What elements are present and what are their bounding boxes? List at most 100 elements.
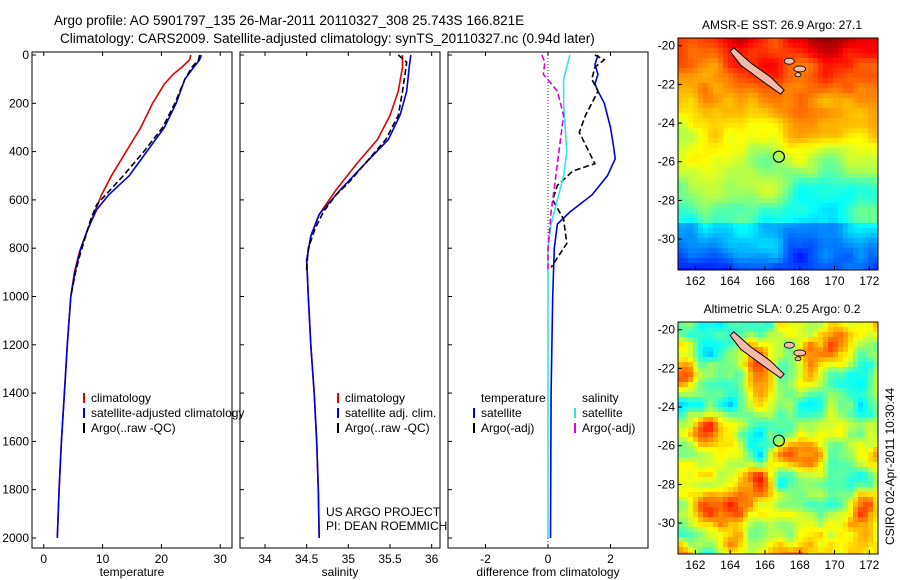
map-frame — [677, 37, 879, 271]
legend-diff-sal-argo-label: Argo(-adj) — [582, 421, 635, 435]
x-tick-label: 10 — [96, 552, 110, 566]
x-tick-label: 35.5 — [378, 552, 402, 566]
x-tick-label: 35 — [342, 552, 356, 566]
legend-temp-0-label: climatology — [91, 391, 151, 405]
annotation-project: US ARGO PROJECT — [326, 505, 441, 519]
legend-sal-1-label: satellite adj. clim. — [345, 406, 436, 420]
series-group — [56, 54, 203, 539]
map-frame — [677, 321, 879, 555]
y-tick-label: 800 — [9, 241, 29, 255]
x-tick-label: 34.5 — [295, 552, 319, 566]
map-x-tick-label: 162 — [685, 274, 705, 288]
x-tick-label: 36 — [425, 552, 439, 566]
x-axis-label: temperature — [100, 565, 165, 579]
side-label: CSIRO 02-Apr-2011 10:30:44 — [883, 387, 897, 545]
map-y-tick-label: -28 — [658, 477, 676, 491]
y-tick-label: 1000 — [2, 290, 29, 304]
map-title-0: AMSR-E SST: 26.9 Argo: 27.1 — [702, 18, 862, 32]
map-x-tick-label: 164 — [720, 558, 740, 572]
map-x-tick-label: 164 — [720, 274, 740, 288]
profile-panel-0: 0 10 20 30 temperature 0 200 400 600 800 1000 1200 1… — [2, 48, 233, 579]
map-field — [678, 322, 878, 554]
map-x-tick-label: 170 — [825, 558, 845, 572]
map-title-1: Altimetric SLA: 0.25 Argo: 0.2 — [704, 302, 861, 316]
small-island — [794, 356, 802, 362]
small-island — [793, 65, 807, 73]
x-tick-label: 30 — [214, 552, 228, 566]
map-x-tick-label: 162 — [685, 558, 705, 572]
map-y-tick-label: -24 — [658, 116, 676, 130]
map-y-tick-label: -26 — [658, 155, 676, 169]
x-tick-label: 0 — [545, 552, 552, 566]
map-x-tick-label: 172 — [859, 558, 879, 572]
series-line-0 — [549, 54, 617, 539]
map-x-tick-label: 170 — [825, 274, 845, 288]
y-tick-label: 1200 — [2, 338, 29, 352]
y-tick-label: 600 — [9, 193, 29, 207]
x-tick-label: 20 — [155, 552, 169, 566]
island-shape — [729, 330, 785, 379]
map-panel-1: Altimetric SLA: 0.25 Argo: 0.2 162 164 166 1… — [658, 302, 880, 572]
plot-frame — [239, 51, 441, 549]
series-group — [305, 54, 412, 539]
y-tick-label: 1600 — [2, 434, 29, 448]
x-axis-label: salinity — [322, 565, 359, 579]
legend-diff-temp-sat-label: satellite — [481, 406, 522, 420]
small-island — [783, 57, 795, 65]
series-line-3 — [541, 54, 565, 273]
legend-temp-2-label: Argo(..raw -QC) — [91, 421, 176, 435]
x-tick-label: 34 — [258, 552, 272, 566]
legend-diff-sal-sat-label: satellite — [582, 406, 623, 420]
y-tick-label: 2000 — [2, 531, 29, 545]
map-y-tick-label: -20 — [658, 39, 676, 53]
argo-position-marker — [772, 150, 785, 163]
legend-diff-temp-argo-label: Argo(-adj) — [481, 421, 534, 435]
annotation-pi: PI: DEAN ROEMMICH — [326, 519, 447, 533]
header-line1: Argo profile: AO 5901797_135 26-Mar-2011… — [54, 13, 524, 28]
legend-sal-0-label: climatology — [345, 391, 405, 405]
map-y-tick-label: -22 — [658, 77, 676, 91]
small-island — [793, 349, 807, 357]
small-island — [794, 72, 802, 78]
series-group — [541, 54, 617, 539]
x-tick-label: 0 — [40, 552, 47, 566]
series-line-1 — [550, 54, 606, 268]
y-tick-label: 400 — [9, 145, 29, 159]
y-tick-label: 200 — [9, 96, 29, 110]
x-tick-label: 2 — [607, 552, 614, 566]
island-shape — [729, 46, 785, 95]
map-y-tick-label: -26 — [658, 439, 676, 453]
profile-panel-1: 34 34.5 35 35.5 36 salinity — [239, 51, 441, 579]
map-x-tick-label: 166 — [755, 558, 775, 572]
map-panel-0: AMSR-E SST: 26.9 Argo: 27.1 162 164 166 168 1… — [658, 18, 880, 288]
series-line-2 — [70, 54, 201, 297]
series-line-2 — [305, 54, 408, 273]
small-island — [783, 341, 795, 349]
legend-diff-header-temp: temperature — [481, 391, 546, 405]
map-x-tick-label: 168 — [790, 274, 810, 288]
map-x-tick-label: 166 — [755, 274, 775, 288]
map-x-tick-label: 168 — [790, 558, 810, 572]
series-line-1 — [305, 54, 412, 539]
map-field — [678, 38, 878, 270]
x-tick-label: -2 — [480, 552, 491, 566]
map-y-tick-label: -28 — [658, 193, 676, 207]
y-tick-label: 0 — [22, 48, 29, 62]
y-tick-label: 1400 — [2, 386, 29, 400]
argo-position-marker — [772, 434, 785, 447]
map-y-tick-label: -30 — [658, 232, 676, 246]
plot-frame — [31, 51, 233, 549]
map-y-tick-label: -24 — [658, 400, 676, 414]
x-axis-label: difference from climatology — [476, 565, 619, 579]
legend-temp-1-label: satellite-adjusted climatology — [91, 406, 244, 420]
legend-sal-2-label: Argo(..raw -QC) — [345, 421, 430, 435]
map-y-tick-label: -20 — [658, 323, 676, 337]
map-y-tick-label: -22 — [658, 361, 676, 375]
legend-diff-header-sal: salinity — [582, 391, 619, 405]
y-tick-label: 1800 — [2, 483, 29, 497]
header-line2: Climatology: CARS2009. Satellite-adjuste… — [60, 31, 595, 46]
map-x-tick-label: 172 — [859, 274, 879, 288]
